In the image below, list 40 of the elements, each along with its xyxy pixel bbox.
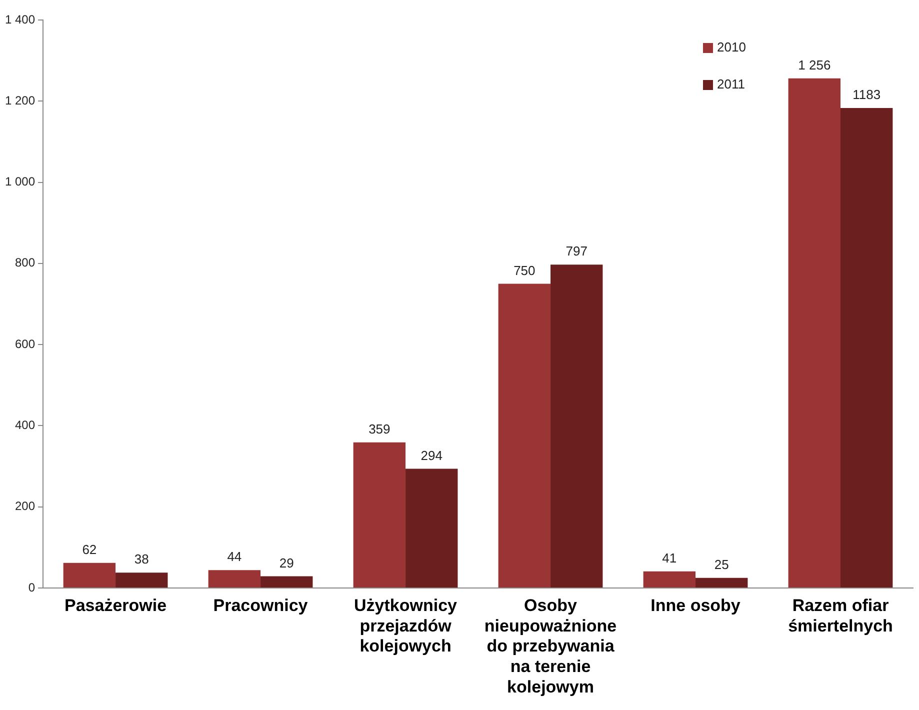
data-label: 750 bbox=[514, 262, 536, 278]
bar bbox=[208, 570, 261, 588]
bar bbox=[696, 578, 748, 588]
y-tick-label: 200 bbox=[15, 499, 36, 514]
bar bbox=[840, 108, 893, 588]
y-tick-label: 800 bbox=[15, 256, 36, 270]
y-tick-label: 600 bbox=[15, 336, 36, 351]
data-label: 359 bbox=[368, 421, 390, 436]
y-tick-label: 1 000 bbox=[5, 174, 36, 189]
data-label: 1 256 bbox=[798, 58, 831, 72]
data-label: 797 bbox=[566, 244, 588, 259]
data-label: 38 bbox=[134, 552, 149, 567]
x-tick-label: Razem ofiar śmiertelnych bbox=[788, 596, 893, 636]
x-tick-label: Pracownicy bbox=[213, 596, 308, 615]
data-label: 41 bbox=[662, 550, 677, 566]
data-label: 44 bbox=[227, 549, 242, 564]
bar bbox=[406, 468, 458, 588]
data-label: 25 bbox=[714, 556, 729, 572]
bar bbox=[788, 78, 841, 588]
bar bbox=[116, 572, 168, 588]
bar bbox=[260, 576, 313, 588]
y-tick-label: 400 bbox=[15, 418, 36, 432]
x-tick-label: Osoby nieupoważnione do przebywania na terenie kolejowym bbox=[484, 596, 617, 696]
data-label: 1183 bbox=[852, 87, 881, 102]
bar bbox=[643, 571, 696, 588]
data-label: 29 bbox=[279, 555, 294, 570]
x-tick-label: Inne osoby bbox=[650, 596, 741, 615]
data-label: 294 bbox=[420, 448, 442, 463]
bar bbox=[550, 264, 603, 588]
x-tick-label: Pasażerowie bbox=[64, 596, 167, 615]
y-tick-label: 1 200 bbox=[5, 93, 36, 108]
x-tick-label: Użytkownicy przejazdów kolejowych bbox=[354, 596, 458, 656]
legend-label: 2011 bbox=[717, 76, 745, 92]
bar bbox=[353, 442, 406, 588]
data-label: 62 bbox=[82, 542, 97, 557]
bar bbox=[498, 284, 551, 588]
y-tick-label: 0 bbox=[28, 580, 36, 594]
y-tick-label: 1 400 bbox=[5, 12, 36, 26]
bar bbox=[63, 562, 116, 588]
legend-label: 2010 bbox=[717, 40, 746, 55]
